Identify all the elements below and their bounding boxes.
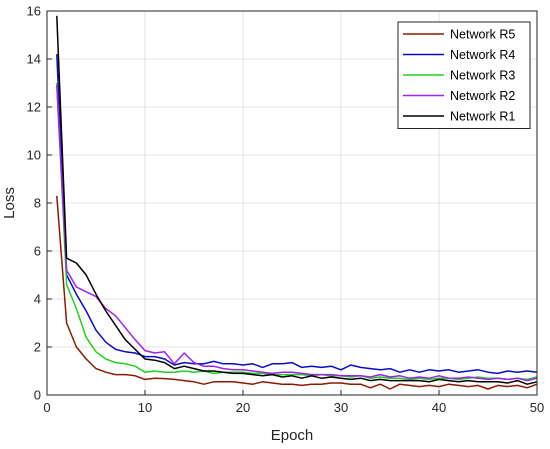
x-tick-label: 0 bbox=[43, 400, 50, 415]
series-line-network-r1 bbox=[56, 15, 538, 385]
legend-label: Network R2 bbox=[450, 89, 515, 103]
series-line-network-r3 bbox=[56, 82, 538, 381]
x-tick-label: 20 bbox=[236, 400, 250, 415]
y-tick-label: 0 bbox=[34, 388, 41, 403]
series-line-network-r2 bbox=[56, 85, 538, 382]
x-axis-title: Epoch bbox=[271, 427, 314, 444]
y-tick-label: 2 bbox=[34, 340, 41, 355]
x-tick-label: 40 bbox=[432, 400, 446, 415]
x-tick-label: 30 bbox=[334, 400, 348, 415]
y-tick-label: 6 bbox=[34, 244, 41, 259]
y-tick-label: 10 bbox=[27, 148, 41, 163]
legend-label: Network R1 bbox=[450, 110, 515, 124]
legend-label: Network R4 bbox=[450, 48, 515, 62]
legend: Network R5 Network R4 Network R3 Network R2… bbox=[397, 21, 531, 129]
legend-label: Network R3 bbox=[450, 69, 515, 83]
x-tick-label: 50 bbox=[530, 400, 544, 415]
series-line-network-r4 bbox=[56, 54, 538, 375]
x-tick-label: 10 bbox=[138, 400, 152, 415]
y-axis-title: Loss bbox=[1, 187, 18, 219]
y-tick-label: 12 bbox=[27, 100, 41, 115]
series-line-network-r5 bbox=[56, 195, 538, 390]
y-tick-label: 16 bbox=[27, 4, 41, 19]
y-tick-label: 4 bbox=[34, 292, 41, 307]
ticks: 0 10 20 30 40 50 0 2 4 6 8 10 12 14 16 bbox=[27, 4, 545, 416]
y-tick-label: 8 bbox=[34, 196, 41, 211]
legend-label: Network R5 bbox=[450, 28, 515, 42]
series-group bbox=[56, 15, 538, 390]
y-tick-label: 14 bbox=[27, 52, 41, 67]
